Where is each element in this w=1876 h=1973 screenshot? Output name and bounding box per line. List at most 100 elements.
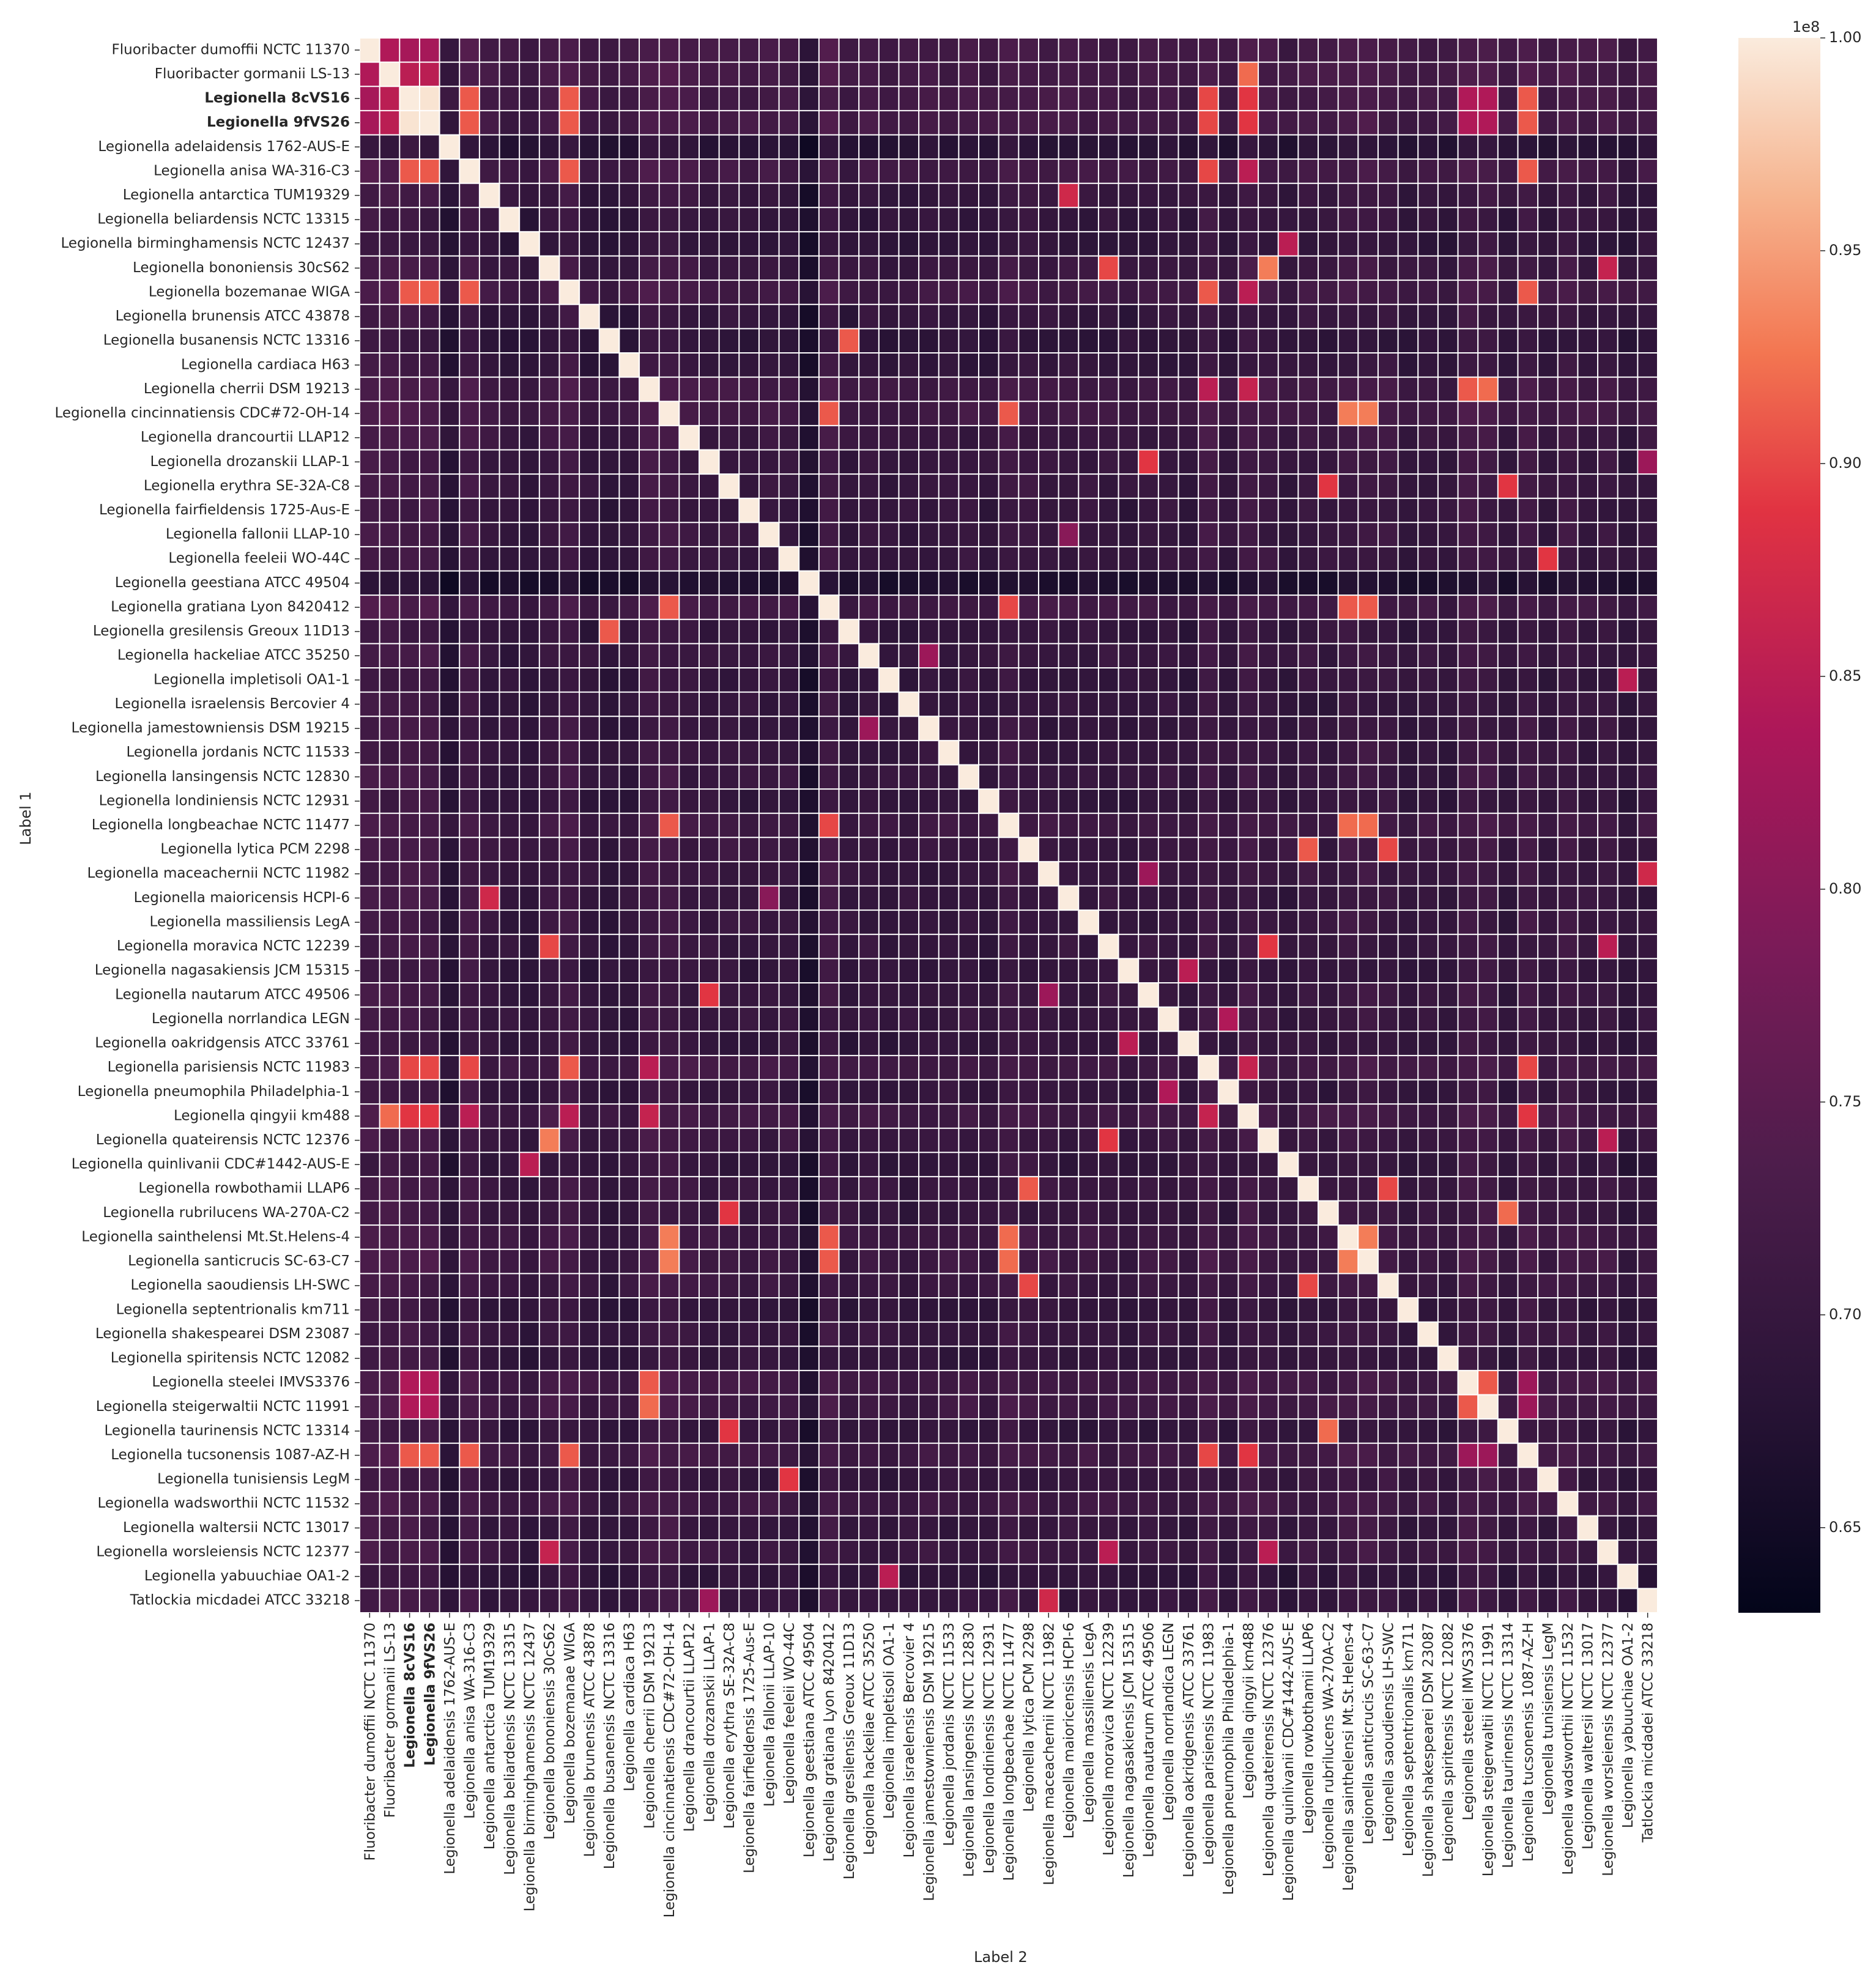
heatmap-cell bbox=[859, 1152, 880, 1177]
heatmap-cell bbox=[1377, 474, 1399, 499]
heatmap-cell bbox=[1518, 1176, 1538, 1202]
heatmap-cell bbox=[1578, 377, 1598, 402]
heatmap-cell bbox=[799, 86, 820, 111]
heatmap-cell bbox=[1538, 1564, 1559, 1589]
heatmap-cell bbox=[1218, 716, 1239, 741]
heatmap-cell bbox=[1538, 1298, 1559, 1323]
heatmap-cell bbox=[419, 86, 440, 111]
y-tick-label: Tatlockia micdadei ATCC 33218 bbox=[130, 1593, 350, 1608]
heatmap-cell bbox=[919, 474, 940, 499]
heatmap-cell bbox=[479, 571, 500, 596]
heatmap-cell bbox=[758, 401, 780, 426]
heatmap-cell bbox=[1278, 1346, 1299, 1371]
heatmap-cell bbox=[878, 377, 900, 402]
heatmap-cell bbox=[899, 1322, 919, 1347]
heatmap-cell bbox=[699, 304, 720, 329]
heatmap-cell bbox=[799, 837, 820, 862]
heatmap-cell bbox=[679, 1370, 700, 1396]
heatmap-cell bbox=[1398, 1419, 1418, 1444]
heatmap-cell bbox=[1377, 668, 1399, 693]
heatmap-cell bbox=[1018, 183, 1039, 208]
heatmap-cell bbox=[1318, 910, 1339, 935]
heatmap-cell bbox=[619, 571, 640, 596]
heatmap-cell bbox=[459, 62, 480, 87]
heatmap-cell bbox=[499, 861, 520, 887]
heatmap-cell bbox=[1398, 1176, 1418, 1202]
heatmap-cell bbox=[619, 1055, 640, 1081]
heatmap-cell bbox=[1298, 1055, 1319, 1081]
heatmap-cell bbox=[1078, 231, 1099, 257]
heatmap-cell bbox=[1437, 886, 1459, 911]
heatmap-cell bbox=[1198, 813, 1219, 838]
heatmap-cell bbox=[699, 861, 720, 887]
heatmap-cell bbox=[1058, 1298, 1079, 1323]
heatmap-cell bbox=[1358, 740, 1379, 766]
heatmap-cell bbox=[799, 522, 820, 547]
heatmap-cell bbox=[1358, 546, 1379, 572]
heatmap-cell bbox=[399, 328, 420, 354]
heatmap-cell bbox=[619, 1031, 640, 1056]
heatmap-cell bbox=[679, 1031, 700, 1056]
heatmap-cell bbox=[1098, 1491, 1119, 1517]
heatmap-cell bbox=[1437, 595, 1459, 620]
heatmap-cell bbox=[439, 1419, 460, 1444]
heatmap-cell bbox=[679, 256, 700, 281]
heatmap-cell bbox=[1238, 1419, 1259, 1444]
heatmap-cell bbox=[1458, 910, 1478, 935]
heatmap-cell bbox=[1218, 522, 1239, 547]
heatmap-cell bbox=[1338, 619, 1359, 644]
heatmap-cell bbox=[1617, 1152, 1638, 1177]
y-tick-label: Legionella septentrionalis km711 bbox=[116, 1301, 350, 1317]
heatmap-cell bbox=[1437, 861, 1459, 887]
heatmap-cell bbox=[1198, 62, 1219, 87]
heatmap-cell bbox=[1238, 643, 1259, 668]
heatmap-cell bbox=[938, 159, 959, 184]
heatmap-cell bbox=[519, 1079, 540, 1105]
heatmap-cell bbox=[799, 983, 820, 1008]
heatmap-cell bbox=[1598, 159, 1618, 184]
heatmap-cell bbox=[719, 231, 740, 257]
heatmap-cell bbox=[938, 62, 959, 87]
heatmap-cell bbox=[399, 1346, 420, 1371]
heatmap-cell bbox=[1158, 668, 1179, 693]
heatmap-cell bbox=[1637, 619, 1658, 644]
heatmap-cell bbox=[958, 740, 979, 766]
heatmap-cell bbox=[1497, 934, 1519, 959]
heatmap-cell bbox=[938, 450, 959, 475]
heatmap-cell bbox=[559, 1104, 580, 1129]
heatmap-cell bbox=[779, 1322, 799, 1347]
heatmap-cell bbox=[739, 983, 760, 1008]
x-tick-label: Legionella jordanis NCTC 11533 bbox=[941, 1623, 957, 1846]
heatmap-cell bbox=[419, 62, 440, 87]
heatmap-cell bbox=[1478, 837, 1499, 862]
heatmap-cell bbox=[519, 1516, 540, 1541]
heatmap-cell bbox=[1098, 1443, 1119, 1468]
heatmap-cell bbox=[1437, 425, 1459, 451]
heatmap-cell bbox=[399, 304, 420, 329]
heatmap-cell bbox=[1058, 1346, 1079, 1371]
heatmap-cell bbox=[479, 716, 500, 741]
heatmap-cell bbox=[479, 1273, 500, 1298]
heatmap-cell bbox=[839, 1031, 859, 1056]
heatmap-cell bbox=[459, 1225, 480, 1250]
heatmap-cell bbox=[559, 256, 580, 281]
heatmap-cell bbox=[1557, 595, 1579, 620]
heatmap-cell bbox=[1058, 38, 1079, 63]
heatmap-cell bbox=[679, 764, 700, 790]
heatmap-cell bbox=[1038, 813, 1059, 838]
heatmap-cell bbox=[1578, 86, 1598, 111]
heatmap-cell bbox=[1637, 401, 1658, 426]
heatmap-cell bbox=[579, 86, 600, 111]
heatmap-cell bbox=[1318, 1564, 1339, 1589]
heatmap-cell bbox=[1637, 135, 1658, 160]
heatmap-cell bbox=[958, 1467, 979, 1492]
heatmap-cell bbox=[699, 450, 720, 475]
heatmap-cell bbox=[818, 1007, 840, 1032]
heatmap-cell bbox=[1578, 1128, 1598, 1153]
heatmap-cell bbox=[779, 207, 799, 232]
heatmap-cell bbox=[1437, 910, 1459, 935]
heatmap-cell bbox=[1178, 38, 1199, 63]
heatmap-cell bbox=[1278, 207, 1299, 232]
heatmap-cell bbox=[839, 1225, 859, 1250]
heatmap-cell bbox=[1218, 1467, 1239, 1492]
